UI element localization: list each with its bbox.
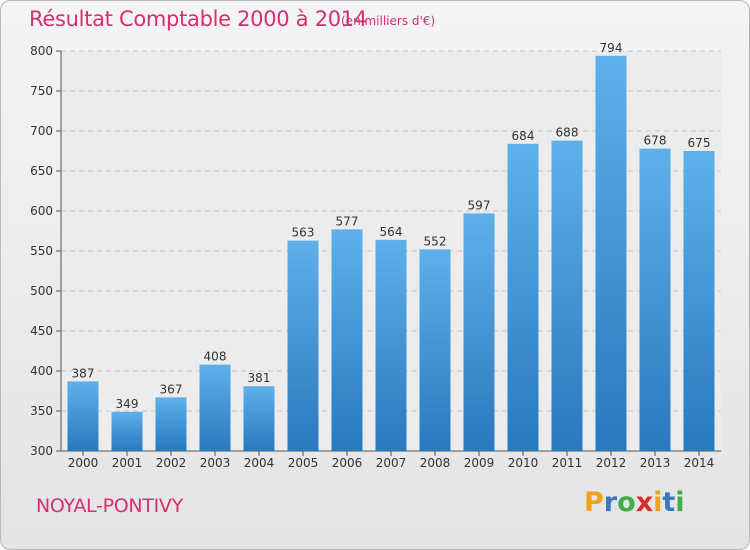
- value-label-2000: 387: [72, 366, 95, 380]
- value-label-2014: 675: [688, 136, 711, 150]
- bar-2002: [155, 397, 187, 451]
- x-tick-label-2010: 2010: [508, 456, 539, 470]
- bar-2004: [243, 386, 275, 451]
- x-tick-label-2014: 2014: [684, 456, 715, 470]
- y-tick-label: 650: [30, 164, 53, 178]
- bar-2007: [375, 239, 407, 451]
- x-tick-label-2005: 2005: [288, 456, 319, 470]
- bar-2005: [287, 240, 319, 451]
- chart-subtitle: (en milliers d'€): [341, 14, 436, 28]
- value-label-2004: 381: [248, 371, 271, 385]
- y-tick-label: 550: [30, 244, 53, 258]
- x-tick-label-2004: 2004: [244, 456, 275, 470]
- value-label-2005: 563: [292, 226, 315, 240]
- y-tick-label: 750: [30, 84, 53, 98]
- bar-2006: [331, 229, 363, 451]
- chart-title: Résultat Comptable 2000 à 2014: [29, 7, 367, 31]
- x-tick-label-2012: 2012: [596, 456, 627, 470]
- logo-letter: r: [603, 487, 618, 518]
- logo-letter: x: [635, 487, 654, 518]
- value-label-2013: 678: [644, 134, 667, 148]
- logo-letter: i: [675, 487, 685, 518]
- logo-letter: o: [617, 487, 636, 518]
- value-label-2003: 408: [204, 350, 227, 364]
- y-tick-label: 300: [30, 444, 53, 458]
- x-tick-label-2006: 2006: [332, 456, 363, 470]
- value-label-2006: 577: [336, 214, 359, 228]
- y-tick-label: 400: [30, 364, 53, 378]
- value-label-2009: 597: [468, 198, 491, 212]
- x-tick-label-2000: 2000: [68, 456, 99, 470]
- logo-letter: t: [662, 487, 676, 518]
- x-tick-label-2002: 2002: [156, 456, 187, 470]
- proxiti-logo: Proxiti: [584, 487, 685, 518]
- x-tick-label-2008: 2008: [420, 456, 451, 470]
- bar-2008: [419, 249, 451, 451]
- bar-2014: [683, 151, 715, 451]
- x-tick-label-2013: 2013: [640, 456, 671, 470]
- value-label-2012: 794: [600, 41, 623, 55]
- x-tick-label-2009: 2009: [464, 456, 495, 470]
- logo-letter: i: [653, 487, 663, 518]
- y-tick-label: 800: [30, 44, 53, 58]
- y-tick-label: 350: [30, 404, 53, 418]
- bar-2000: [67, 381, 99, 451]
- place-name: NOYAL-PONTIVY: [36, 495, 183, 517]
- y-tick-label: 450: [30, 324, 53, 338]
- y-tick-label: 500: [30, 284, 53, 298]
- bar-2013: [639, 148, 671, 451]
- y-tick-label: 700: [30, 124, 53, 138]
- bar-2010: [507, 143, 539, 452]
- bar-2011: [551, 140, 583, 451]
- value-label-2001: 349: [116, 397, 139, 411]
- bar-2003: [199, 364, 231, 451]
- value-label-2007: 564: [380, 225, 403, 239]
- value-label-2008: 552: [424, 234, 447, 248]
- value-label-2011: 688: [556, 126, 579, 140]
- y-tick-label: 600: [30, 204, 53, 218]
- x-tick-label-2001: 2001: [112, 456, 143, 470]
- bar-2012: [595, 55, 627, 452]
- value-label-2010: 684: [512, 129, 535, 143]
- value-label-2002: 367: [160, 382, 183, 396]
- bar-2001: [111, 411, 143, 451]
- bar-2009: [463, 213, 495, 451]
- x-tick-label-2011: 2011: [552, 456, 583, 470]
- logo-letter: P: [584, 487, 604, 518]
- x-tick-label-2003: 2003: [200, 456, 231, 470]
- x-tick-label-2007: 2007: [376, 456, 407, 470]
